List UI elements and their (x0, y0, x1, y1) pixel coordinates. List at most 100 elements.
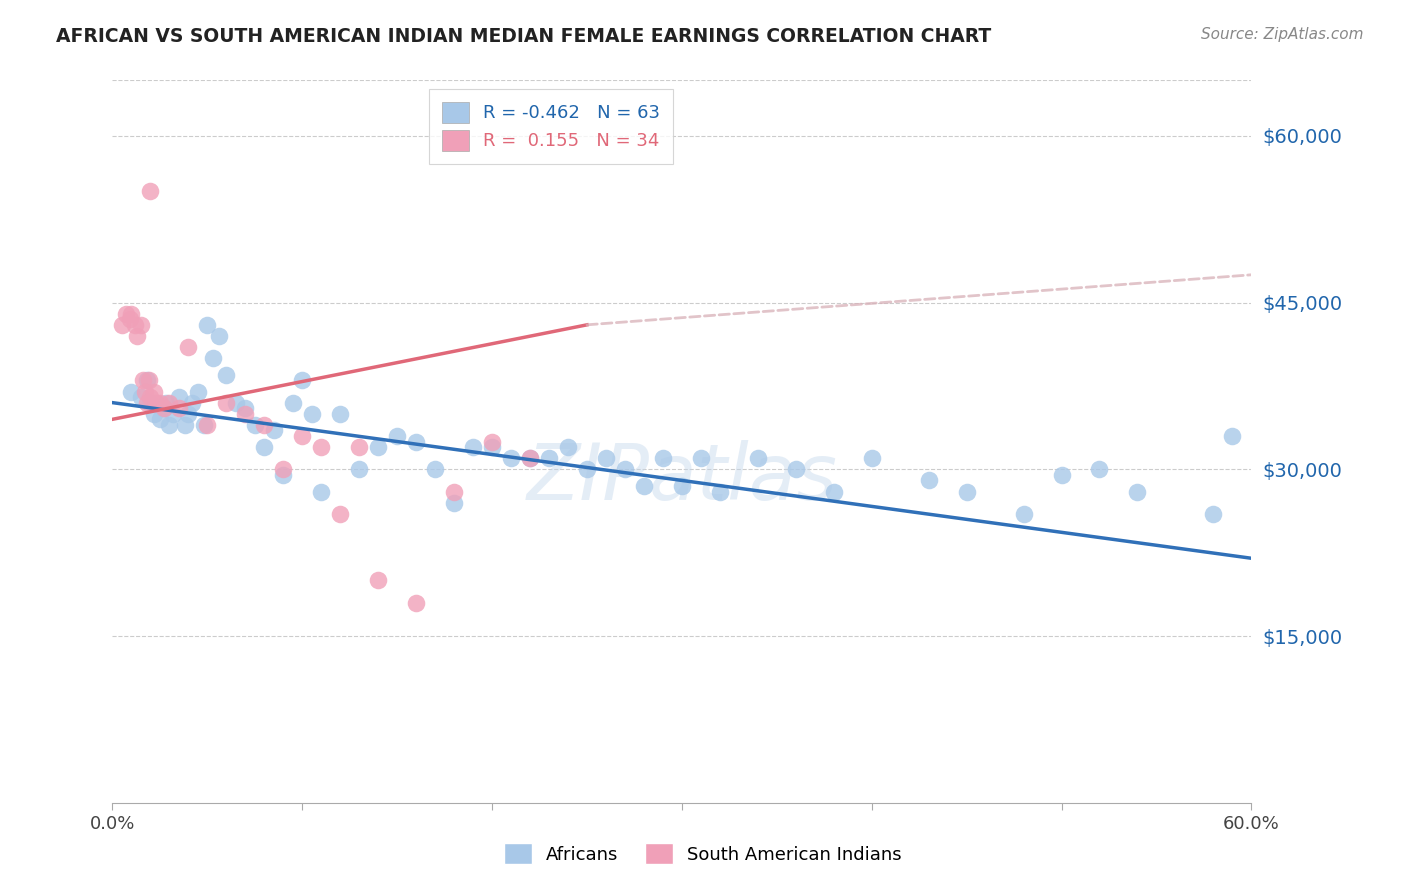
Point (709, 484, 731, 499)
Point (138, 373, 160, 387)
Point (177, 340, 200, 354)
Point (114, 307, 136, 321)
Point (134, 384, 156, 399)
Point (195, 417, 219, 432)
Point (349, 462, 371, 476)
Point (405, 596, 427, 610)
Text: AFRICAN VS SOUTH AMERICAN INDIAN MEDIAN FEMALE EARNINGS CORRELATION CHART: AFRICAN VS SOUTH AMERICAN INDIAN MEDIAN … (56, 27, 991, 45)
Point (173, 417, 195, 432)
Point (1050, 467, 1073, 482)
Point (481, 440, 503, 454)
Point (689, 451, 711, 466)
Point (121, 384, 143, 399)
Point (143, 407, 166, 421)
Point (135, 373, 157, 387)
Point (225, 395, 247, 409)
Point (385, 429, 409, 443)
Point (118, 312, 141, 326)
Point (367, 440, 389, 454)
Point (129, 318, 152, 332)
Point (111, 318, 134, 332)
Point (595, 451, 617, 466)
Point (1088, 462, 1111, 476)
Point (1012, 507, 1035, 521)
Point (129, 390, 152, 404)
Point (135, 395, 157, 409)
Point (243, 417, 266, 432)
Point (263, 424, 285, 438)
Point (329, 407, 352, 421)
Point (519, 451, 541, 466)
Point (501, 451, 523, 466)
Point (271, 467, 295, 482)
Point (253, 417, 276, 432)
Point (461, 440, 484, 454)
Point (162, 407, 184, 421)
Point (215, 368, 238, 382)
Point (208, 329, 231, 343)
Point (281, 395, 304, 409)
Point (1220, 429, 1243, 443)
Point (187, 384, 209, 399)
Point (181, 395, 204, 409)
Point (155, 395, 177, 409)
Point (253, 440, 276, 454)
Point (1202, 507, 1225, 521)
Point (425, 462, 447, 476)
Text: ZIPatlas: ZIPatlas (526, 440, 838, 516)
Point (367, 574, 389, 588)
Legend: Africans, South American Indians: Africans, South American Indians (489, 829, 917, 879)
Point (918, 474, 941, 488)
Text: Source: ZipAtlas.com: Source: ZipAtlas.com (1201, 27, 1364, 42)
Point (301, 407, 323, 421)
Point (215, 395, 238, 409)
Point (152, 401, 174, 416)
Point (149, 412, 172, 426)
Point (291, 429, 314, 443)
Point (1126, 484, 1149, 499)
Point (159, 417, 180, 432)
Point (159, 395, 180, 409)
Point (139, 185, 162, 199)
Point (443, 496, 465, 510)
Point (167, 401, 190, 416)
Point (633, 479, 655, 493)
Point (652, 451, 675, 466)
Point (235, 407, 257, 421)
Point (139, 390, 162, 404)
Point (309, 440, 333, 454)
Point (145, 395, 167, 409)
Point (124, 318, 146, 332)
Point (443, 484, 465, 499)
Point (291, 373, 314, 387)
Point (152, 401, 174, 416)
Point (481, 434, 503, 449)
Point (519, 451, 541, 466)
Point (127, 329, 149, 343)
Point (139, 395, 162, 409)
Point (132, 373, 155, 387)
Point (193, 417, 215, 432)
Point (576, 462, 599, 476)
Point (349, 440, 371, 454)
Point (785, 462, 807, 476)
Point (177, 407, 200, 421)
Point (405, 434, 427, 449)
Point (613, 462, 636, 476)
Point (121, 307, 143, 321)
Point (149, 395, 172, 409)
Point (329, 507, 352, 521)
Point (167, 390, 190, 404)
Point (235, 401, 257, 416)
Point (143, 384, 166, 399)
Point (671, 479, 693, 493)
Point (195, 318, 219, 332)
Point (823, 484, 845, 499)
Point (557, 440, 579, 454)
Point (271, 462, 295, 476)
Point (202, 351, 225, 366)
Point (537, 451, 560, 466)
Point (956, 484, 979, 499)
Point (860, 451, 883, 466)
Point (309, 484, 333, 499)
